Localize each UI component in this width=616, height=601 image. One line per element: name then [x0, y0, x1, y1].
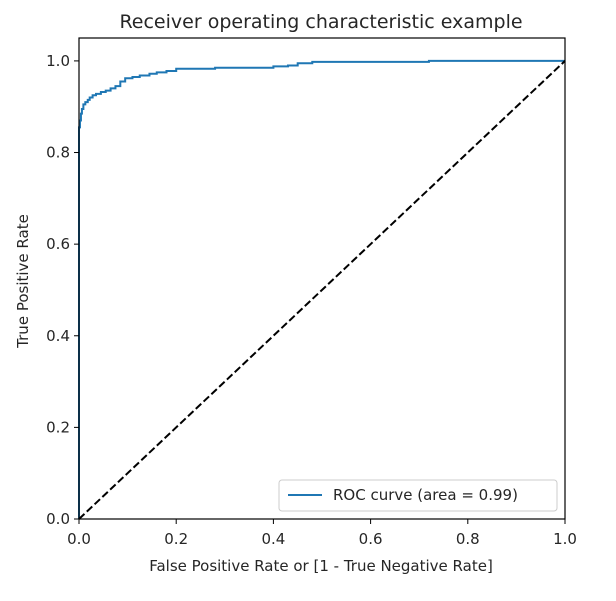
y-tick-label: 0.8: [46, 144, 70, 162]
x-axis-ticks: 0.0 0.2 0.4 0.6 0.8 1.0: [67, 519, 577, 548]
chance-diagonal-line: [78, 60, 566, 520]
x-tick-label: 0.0: [67, 530, 91, 548]
x-tick-label: 0.8: [456, 530, 480, 548]
roc-curve-line: [78, 59, 565, 519]
x-tick-label: 1.0: [553, 530, 577, 548]
y-axis-ticks: 0.0 0.2 0.4 0.6 0.8 1.0: [46, 52, 79, 528]
x-tick-label: 0.4: [261, 530, 285, 548]
chart-title: Receiver operating characteristic exampl…: [119, 11, 522, 33]
legend: ROC curve (area = 0.99): [278, 479, 558, 512]
series-layer: [78, 59, 566, 520]
y-axis-label: True Positive Rate: [14, 214, 32, 349]
legend-roc-label: ROC curve (area = 0.99): [333, 486, 518, 504]
y-tick-label: 0.4: [46, 327, 70, 345]
y-tick-label: 0.2: [46, 418, 70, 436]
x-tick-label: 0.6: [359, 530, 383, 548]
y-tick-label: 1.0: [46, 52, 70, 70]
y-tick-label: 0.0: [46, 510, 70, 528]
plot-frame: [78, 37, 566, 520]
legend-box: [278, 479, 558, 512]
y-tick-label: 0.6: [46, 235, 70, 253]
x-axis-label: False Positive Rate or [1 - True Negativ…: [149, 557, 493, 575]
x-tick-label: 0.2: [164, 530, 188, 548]
